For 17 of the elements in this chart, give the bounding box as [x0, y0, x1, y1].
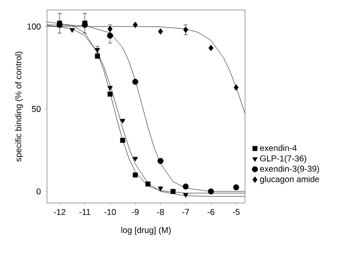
x-tick-label: -12: [54, 209, 66, 215]
y-tick-label: 100: [27, 24, 41, 30]
y-tick-label: 50: [32, 106, 41, 112]
y-axis-title: specific binding (% of control): [15, 52, 23, 162]
x-tick-label: -5: [232, 209, 240, 215]
x-tick-label: -10: [104, 209, 116, 216]
legend-label: GLP-1(7-36): [260, 155, 306, 164]
x-tick-label: -6: [208, 209, 214, 216]
x-tick-label: -7: [182, 209, 190, 215]
x-tick-label: -11: [79, 209, 90, 215]
legend-label: exendin-4: [260, 144, 297, 151]
legend-label: glucagon amide: [260, 176, 320, 184]
y-tick-label: 0: [36, 188, 41, 194]
x-tick-label: -9: [132, 209, 139, 216]
x-tick-label: -8: [157, 209, 164, 216]
x-axis-title: log [drug] (M): [121, 226, 171, 235]
legend-label: exendin-3(9-39): [260, 166, 319, 174]
